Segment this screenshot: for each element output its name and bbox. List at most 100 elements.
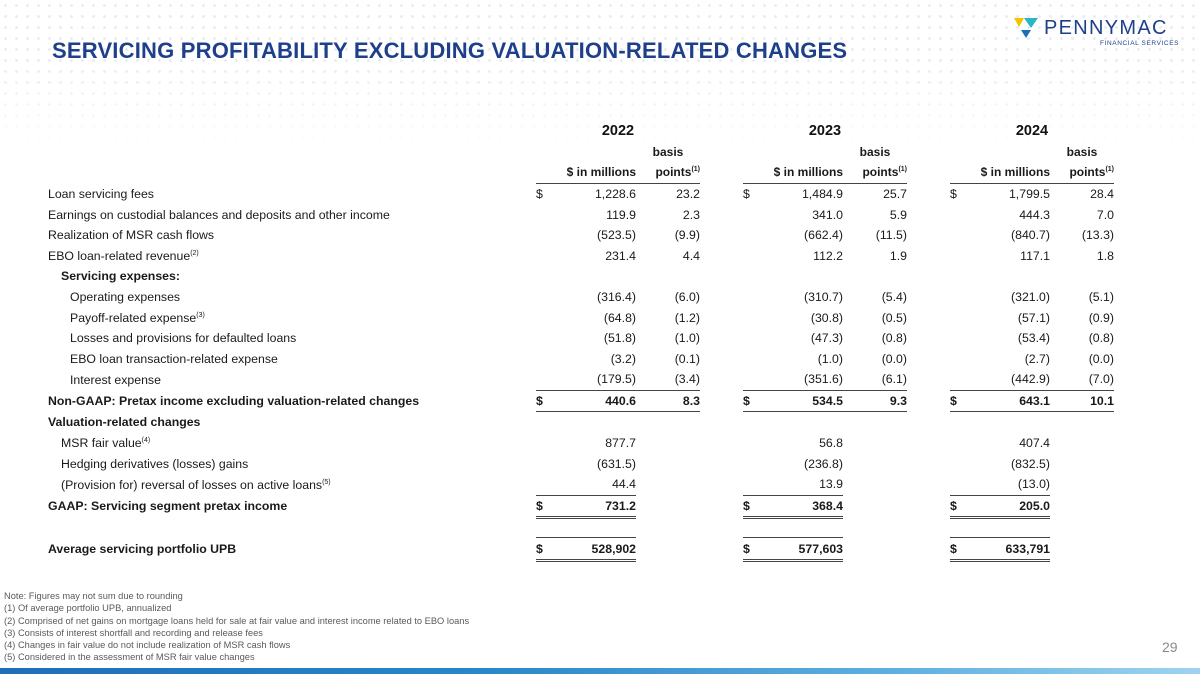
table-row: GAAP: Servicing segment pretax income $73… bbox=[48, 494, 1114, 520]
logo-name: PENNYMAC bbox=[1044, 17, 1168, 39]
table-row: (Provision for) reversal of losses on ac… bbox=[48, 474, 1114, 495]
basis-points-cell: (0.8) bbox=[881, 331, 907, 346]
currency-symbol bbox=[743, 369, 757, 390]
row-label-text: Servicing expenses: bbox=[61, 269, 180, 284]
basis-points-cell bbox=[843, 412, 907, 433]
table-row: Loan servicing fees $1,228.6 23.2 $1,484.9 2… bbox=[48, 183, 1114, 204]
basis-header-bottom: points bbox=[655, 165, 692, 180]
amount-cell: (832.5) bbox=[1011, 456, 1050, 471]
footnote-marker: (5) bbox=[322, 478, 331, 486]
basis-points-cell bbox=[843, 538, 907, 561]
basis-points-cell bbox=[1050, 474, 1114, 495]
currency-symbol bbox=[743, 246, 757, 267]
table-row: Average servicing portfolio UPB $528,902 $… bbox=[48, 537, 1114, 562]
basis-header-bottom: points bbox=[1069, 165, 1106, 180]
currency-symbol bbox=[950, 266, 964, 287]
basis-points-cell bbox=[1050, 454, 1114, 475]
currency-symbol bbox=[950, 474, 964, 495]
row-label-text: Payoff-related expense bbox=[70, 310, 197, 325]
amount-cell: 56.8 bbox=[819, 436, 843, 451]
currency-symbol bbox=[536, 225, 550, 246]
amount-cell: (840.7) bbox=[1011, 228, 1050, 243]
basis-points-cell: 4.4 bbox=[682, 248, 700, 263]
amount-cell: 577,603 bbox=[757, 537, 843, 562]
row-label-text: GAAP: Servicing segment pretax income bbox=[48, 499, 288, 514]
currency-symbol: $ bbox=[950, 537, 964, 562]
amount-cell: (179.5) bbox=[597, 372, 636, 387]
footnote: (5) Considered in the assessment of MSR … bbox=[4, 652, 255, 663]
amount-cell: (30.8) bbox=[810, 310, 843, 325]
basis-points-cell: (0.8) bbox=[1088, 331, 1114, 346]
amount-cell: 1,484.9 bbox=[801, 187, 843, 202]
footnote: (3) Consists of interest shortfall and r… bbox=[4, 627, 263, 638]
footnote-marker: (4) bbox=[141, 437, 151, 445]
amount-cell bbox=[550, 412, 636, 433]
currency-symbol bbox=[950, 204, 964, 225]
currency-symbol bbox=[743, 266, 757, 287]
currency-symbol bbox=[743, 454, 757, 475]
millions-header: $ in millions bbox=[773, 165, 843, 180]
row-label: EBO loan transaction-related expense bbox=[48, 349, 536, 370]
currency-symbol bbox=[743, 474, 757, 495]
row-label-text: Hedging derivatives (losses) gains bbox=[61, 456, 249, 471]
amount-cell: (351.6) bbox=[804, 372, 843, 387]
row-label-text: MSR fair value bbox=[61, 436, 142, 451]
basis-points-cell bbox=[843, 433, 907, 454]
amount-cell bbox=[550, 266, 636, 287]
currency-symbol bbox=[950, 307, 964, 328]
basis-points-cell: (6.0) bbox=[674, 290, 700, 305]
row-label-text: Realization of MSR cash flows bbox=[48, 228, 215, 243]
amount-cell bbox=[757, 266, 843, 287]
amount-cell: 633,791 bbox=[964, 537, 1050, 562]
column-header-row-2: $ in millions points(1) $ in millions po… bbox=[48, 162, 1114, 184]
amount-cell: 407.4 bbox=[1019, 436, 1050, 451]
currency-symbol bbox=[536, 307, 550, 328]
currency-symbol bbox=[950, 454, 964, 475]
amount-cell: (442.9) bbox=[1011, 372, 1050, 387]
amount-cell: 205.0 bbox=[964, 494, 1050, 520]
currency-symbol: $ bbox=[743, 389, 757, 413]
basis-points-cell: 8.3 bbox=[636, 389, 700, 413]
servicing-profitability-table: 2022 2023 2024 basis basis basis $ in mi… bbox=[48, 121, 1114, 562]
amount-cell: (310.7) bbox=[804, 290, 843, 305]
footnote-marker: (1) bbox=[898, 166, 907, 174]
logo-subtitle: FINANCIAL SERVICES bbox=[1100, 40, 1180, 47]
currency-symbol bbox=[536, 204, 550, 225]
currency-symbol bbox=[536, 369, 550, 390]
basis-points-cell: 1.8 bbox=[1096, 248, 1114, 263]
currency-symbol bbox=[743, 307, 757, 328]
footnote-marker: (1) bbox=[691, 166, 700, 174]
company-logo: PENNYMAC FINANCIAL SERVICES bbox=[1014, 16, 1184, 48]
year-header: 2023 bbox=[808, 123, 842, 140]
table-row: Servicing expenses: bbox=[48, 266, 1114, 287]
basis-points-cell bbox=[843, 474, 907, 495]
basis-points-cell bbox=[636, 266, 700, 287]
row-label: GAAP: Servicing segment pretax income bbox=[48, 495, 536, 518]
basis-points-cell: 7.0 bbox=[1096, 207, 1114, 222]
row-label-text: Average servicing portfolio UPB bbox=[48, 542, 237, 557]
currency-symbol bbox=[536, 349, 550, 370]
amount-cell: (316.4) bbox=[597, 290, 636, 305]
row-label-text: Losses and provisions for defaulted loan… bbox=[70, 331, 297, 346]
amount-cell: (1.0) bbox=[817, 351, 843, 366]
table-row: Realization of MSR cash flows (523.5) (9.9… bbox=[48, 225, 1114, 246]
background-fade bbox=[0, 60, 1200, 150]
amount-cell: 341.0 bbox=[812, 207, 843, 222]
amount-cell: 534.5 bbox=[757, 389, 843, 413]
amount-cell: (321.0) bbox=[1011, 290, 1050, 305]
basis-points-cell: (5.4) bbox=[881, 290, 907, 305]
row-label-text: Loan servicing fees bbox=[48, 186, 154, 201]
table-row: Losses and provisions for defaulted loan… bbox=[48, 328, 1114, 349]
basis-points-cell bbox=[636, 474, 700, 495]
amount-cell: 877.7 bbox=[605, 436, 636, 451]
currency-symbol: $ bbox=[950, 389, 964, 413]
row-label: (Provision for) reversal of losses on ac… bbox=[48, 474, 536, 495]
amount-cell: (631.5) bbox=[597, 456, 636, 471]
basis-points-cell: (0.0) bbox=[1088, 351, 1114, 366]
table-row: Valuation-related changes bbox=[48, 412, 1114, 433]
row-label: Non-GAAP: Pretax income excluding valuat… bbox=[48, 390, 536, 412]
amount-cell: (2.7) bbox=[1024, 351, 1050, 366]
basis-points-cell: 28.4 bbox=[1090, 187, 1114, 202]
millions-header: $ in millions bbox=[980, 165, 1050, 180]
basis-points-cell: (13.3) bbox=[1081, 228, 1114, 243]
